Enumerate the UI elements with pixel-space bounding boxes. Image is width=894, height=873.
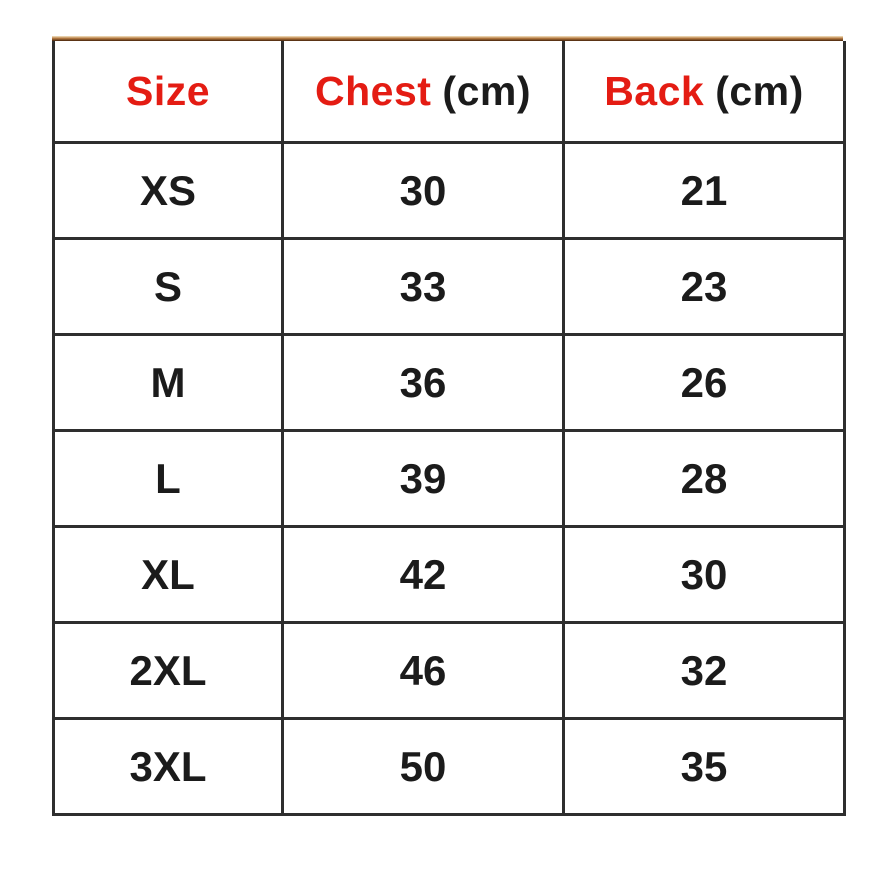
header-cell-size: Size bbox=[52, 41, 284, 144]
header-cell-back: Back (cm) bbox=[562, 41, 846, 144]
size-cell: S bbox=[52, 237, 284, 336]
size-cell: XL bbox=[52, 525, 284, 624]
header-size-label: Size bbox=[125, 67, 211, 114]
chest-cell: 42 bbox=[281, 525, 565, 624]
chest-cell: 30 bbox=[281, 141, 565, 240]
back-cell: 28 bbox=[562, 429, 846, 528]
header-back-label: Back bbox=[604, 67, 705, 114]
back-cell: 30 bbox=[562, 525, 846, 624]
size-chart-table: Size Chest (cm) Back (cm) XS 30 21 bbox=[52, 41, 846, 816]
chest-cell: 33 bbox=[281, 237, 565, 336]
size-cell: M bbox=[52, 333, 284, 432]
header-chest-unit: (cm) bbox=[442, 67, 531, 114]
table-top-accent-line bbox=[52, 36, 843, 41]
table-row: L 39 28 bbox=[52, 429, 846, 528]
header-cell-chest: Chest (cm) bbox=[281, 41, 565, 144]
chest-cell: 50 bbox=[281, 717, 565, 816]
back-cell: 23 bbox=[562, 237, 846, 336]
back-cell: 35 bbox=[562, 717, 846, 816]
back-cell: 26 bbox=[562, 333, 846, 432]
back-cell: 32 bbox=[562, 621, 846, 720]
table-row: XL 42 30 bbox=[52, 525, 846, 624]
chest-cell: 39 bbox=[281, 429, 565, 528]
table-row: XS 30 21 bbox=[52, 141, 846, 240]
header-row: Size Chest (cm) Back (cm) bbox=[52, 41, 846, 144]
size-cell: L bbox=[52, 429, 284, 528]
size-cell: XS bbox=[52, 141, 284, 240]
table-row: 2XL 46 32 bbox=[52, 621, 846, 720]
table-row: S 33 23 bbox=[52, 237, 846, 336]
table-row: 3XL 50 35 bbox=[52, 717, 846, 816]
size-cell: 2XL bbox=[52, 621, 284, 720]
header-chest-label: Chest bbox=[315, 67, 432, 114]
back-cell: 21 bbox=[562, 141, 846, 240]
header-back-unit: (cm) bbox=[715, 67, 804, 114]
chest-cell: 46 bbox=[281, 621, 565, 720]
table-row: M 36 26 bbox=[52, 333, 846, 432]
size-cell: 3XL bbox=[52, 717, 284, 816]
chest-cell: 36 bbox=[281, 333, 565, 432]
size-chart: Size Chest (cm) Back (cm) XS 30 21 bbox=[52, 36, 846, 816]
